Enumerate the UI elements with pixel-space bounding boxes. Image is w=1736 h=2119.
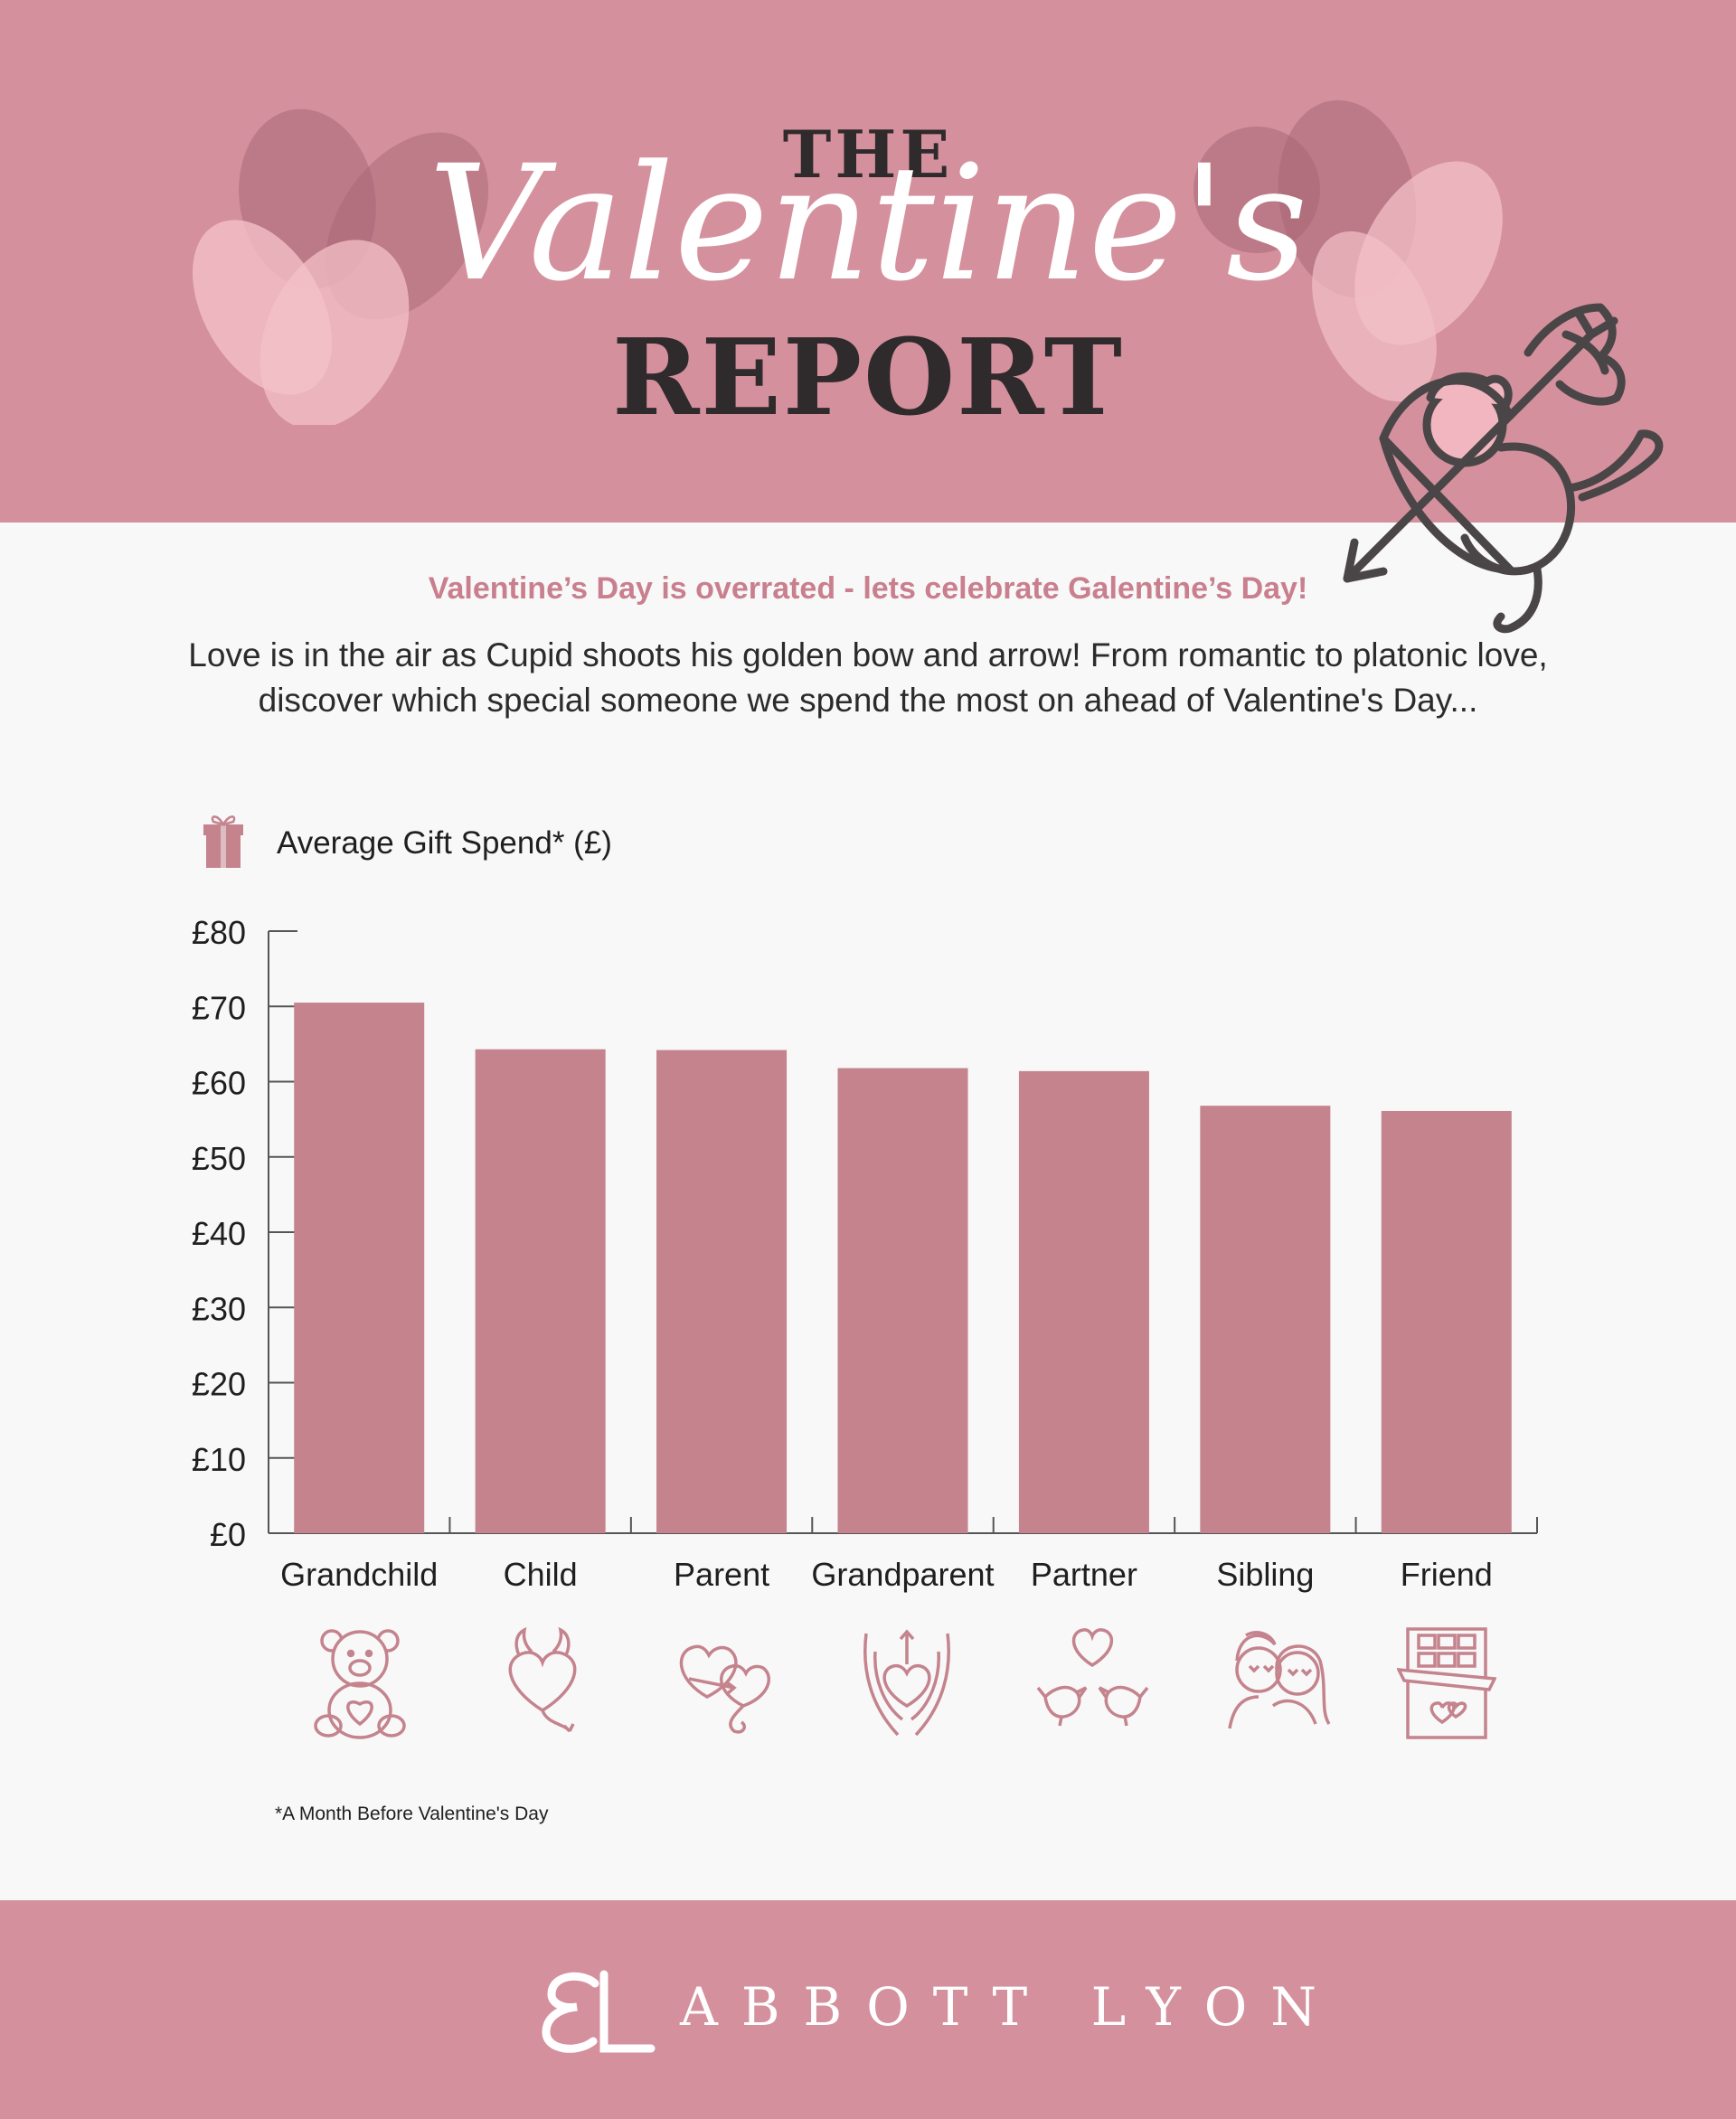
y-tick-label: £50	[192, 1140, 246, 1177]
y-tick-label: £60	[192, 1065, 246, 1102]
cupid-icon	[1343, 303, 1664, 634]
gift-box-icon	[203, 815, 243, 868]
title-valentines: Valentine's	[428, 131, 1308, 316]
petals-right-decoration	[1194, 99, 1503, 402]
bar-parent	[656, 1050, 788, 1533]
x-tick-label: Child	[504, 1556, 578, 1593]
legend-label: Average Gift Spend* (£)	[277, 825, 612, 861]
love-birds-icon	[1036, 1628, 1149, 1727]
x-tick-label: Grandchild	[280, 1556, 438, 1593]
tagline: Valentine’s Day is overrated - lets cele…	[428, 571, 1308, 606]
title-the: THE	[782, 116, 954, 193]
x-tick-label: Parent	[674, 1556, 769, 1593]
header-banner: THE Valentine's REPORT	[0, 0, 1736, 523]
chocolate-bar-icon	[1397, 1627, 1496, 1739]
abbott-lyon-logo	[542, 1970, 656, 2053]
x-tick-label: Friend	[1401, 1556, 1493, 1593]
intro-paragraph: Love is in the air as Cupid shoots his g…	[188, 636, 1548, 719]
bar-child	[475, 1049, 606, 1533]
title-report: REPORT	[612, 316, 1124, 439]
x-tick-label: Grandparent	[811, 1556, 994, 1593]
bar-partner	[1018, 1070, 1149, 1533]
footer-banner	[0, 1900, 1736, 2119]
couple-icon	[1228, 1631, 1331, 1729]
linked-hearts-icon	[679, 1644, 771, 1734]
y-tick-label: £10	[192, 1441, 246, 1478]
y-tick-label: £80	[192, 914, 246, 951]
bar-grandchild	[294, 1003, 425, 1533]
y-tick-label: £70	[192, 989, 246, 1026]
y-tick-label: £20	[192, 1366, 246, 1403]
petals-left-decoration	[193, 108, 489, 425]
x-tick-label: Sibling	[1216, 1556, 1314, 1593]
brand-name: ABBOTT LYON	[680, 1976, 1341, 2038]
y-tick-label: £40	[192, 1215, 246, 1252]
y-tick-label: £30	[192, 1290, 246, 1327]
bar-grandparent	[837, 1068, 968, 1533]
footnote: *A Month Before Valentine's Day	[275, 1804, 549, 1824]
bar-friend	[1381, 1110, 1512, 1533]
hands-heart-icon	[863, 1629, 950, 1737]
devil-heart-icon	[508, 1626, 577, 1733]
y-tick-label: £0	[210, 1516, 246, 1553]
bar-sibling	[1200, 1106, 1331, 1533]
x-tick-label: Partner	[1031, 1556, 1137, 1593]
teddy-bear-icon	[314, 1629, 406, 1739]
